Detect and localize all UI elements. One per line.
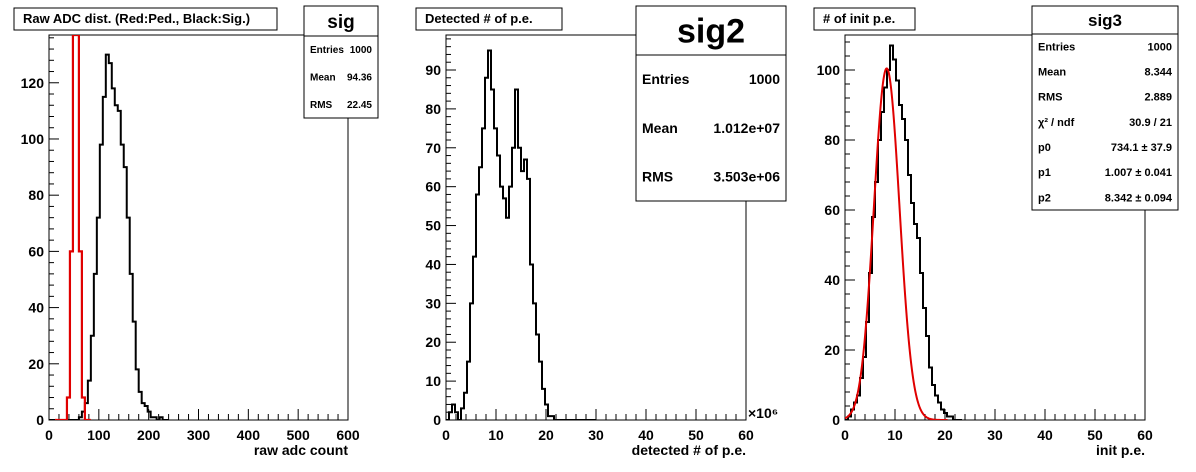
y-tick-label: 0 [832,412,840,428]
y-tick-label: 0 [433,412,441,428]
title-box [415,7,563,31]
x-tick-label: 40 [638,427,654,443]
y-tick-label: 80 [425,101,441,117]
y-tick-label: 80 [824,132,840,148]
stats-row-label: Entries [642,71,690,87]
x-tick-label: 30 [588,427,604,443]
y-tick-label: 100 [817,62,841,78]
x-tick-label: 60 [1137,427,1153,443]
stats-row-label: χ² / ndf [1038,117,1075,129]
stats-row-value: 8.344 [1144,67,1172,79]
y-tick-label: 20 [28,356,44,372]
x-tick-label: 100 [87,427,111,443]
stats-row-value: 1000 [350,45,373,56]
x-tick-label: 500 [286,427,310,443]
y-tick-label: 60 [824,202,840,218]
y-tick-label: 50 [425,218,441,234]
stats-box [303,5,379,119]
stats-row-value: 3.503e+06 [713,169,780,185]
stats-row-value: 30.9 / 21 [1129,117,1172,129]
stats-row-label: Entries [1038,41,1075,53]
y-tick-label: 100 [21,131,45,147]
histogram-series-1 [54,35,91,420]
x-tick-label: 0 [45,427,53,443]
x-tick-label: 300 [187,427,211,443]
stats-box [1031,5,1179,211]
y-tick-label: 80 [28,187,44,203]
gaussian-fit-curve [845,67,948,420]
stats-name: sig3 [1088,11,1122,30]
x-tick-label: 600 [336,427,360,443]
y-tick-label: 60 [28,243,44,259]
stats-row-label: Entries [310,45,344,56]
y-tick-label: 60 [425,179,441,195]
title-box [13,7,278,31]
x-tick-label: 50 [688,427,704,443]
x-tick-label: 200 [137,427,161,443]
chart-title: Raw ADC dist. (Red:Ped., Black:Sig.) [23,11,250,26]
histogram-data [446,49,596,420]
stats-row-value: 1.012e+07 [713,120,780,136]
x-tick-label: 30 [987,427,1003,443]
title-box [813,7,916,31]
y-tick-label: 10 [425,373,441,389]
x-tick-label: 60 [738,427,754,443]
x-tick-label: 10 [488,427,504,443]
stats-row-value: 1000 [749,71,780,87]
y-tick-label: 40 [824,272,840,288]
stats-row-label: RMS [310,100,333,111]
histogram-data [49,35,169,420]
x-axis-title: raw adc count [254,442,348,458]
x-tick-label: 0 [442,427,450,443]
histogram-series-0 [49,53,169,420]
x-axis-exponent: ×10⁶ [748,405,778,421]
x-axis-title: detected # of p.e. [632,442,746,458]
x-tick-label: 40 [1037,427,1053,443]
x-axis-title: init p.e. [1096,442,1145,458]
chart-title: # of init p.e. [823,11,895,26]
x-tick-label: 20 [538,427,554,443]
stats-row-label: p0 [1038,142,1051,154]
x-tick-label: 400 [237,427,261,443]
x-tick-label: 20 [937,427,953,443]
chart-title: Detected # of p.e. [425,11,533,26]
y-tick-label: 20 [824,342,840,358]
stats-row-label: Mean [642,120,678,136]
stats-name: sig2 [677,13,745,51]
y-tick-label: 120 [21,75,45,91]
stats-row-value: 2.889 [1144,92,1172,104]
x-tick-label: 10 [887,427,903,443]
stats-row-value: 8.342 ± 0.094 [1105,192,1173,204]
stats-row-value: 1000 [1148,41,1172,53]
histogram-panel-3: 0 10 20 30 40 50 60 0 20 40 60 80 100 init p.e. # of i… [813,5,1179,458]
stats-row-label: p2 [1038,192,1051,204]
stats-row-label: Mean [1038,67,1066,79]
histogram-series-0 [446,49,596,420]
y-tick-label: 20 [425,334,441,350]
stats-row-label: Mean [310,73,336,84]
stats-row-label: RMS [1038,92,1062,104]
stats-name: sig [327,12,354,33]
stats-row-label: RMS [642,169,673,185]
y-tick-label: 40 [28,300,44,316]
x-tick-label: 0 [841,427,849,443]
x-tick-label: 50 [1087,427,1103,443]
y-tick-label: 90 [425,62,441,78]
stats-row-label: p1 [1038,167,1051,179]
stats-row-value: 734.1 ± 37.9 [1111,142,1172,154]
histogram-panel-2: 0 10 20 30 40 50 60 0 10 20 30 40 50 60 70 80 90 detected… [415,5,787,458]
y-tick-label: 0 [36,412,44,428]
histogram-data [845,44,962,420]
y-tick-label: 40 [425,256,441,272]
stats-row-value: 1.007 ± 0.041 [1105,167,1172,179]
stats-row-value: 94.36 [347,73,372,84]
histogram-panel-1: 0 100 200 300 400 500 600 0 20 40 60 80 100 120 raw ad… [13,5,379,458]
y-tick-label: 30 [425,295,441,311]
stats-box [635,5,787,202]
stats-row-value: 22.45 [347,100,372,111]
y-tick-label: 70 [425,140,441,156]
